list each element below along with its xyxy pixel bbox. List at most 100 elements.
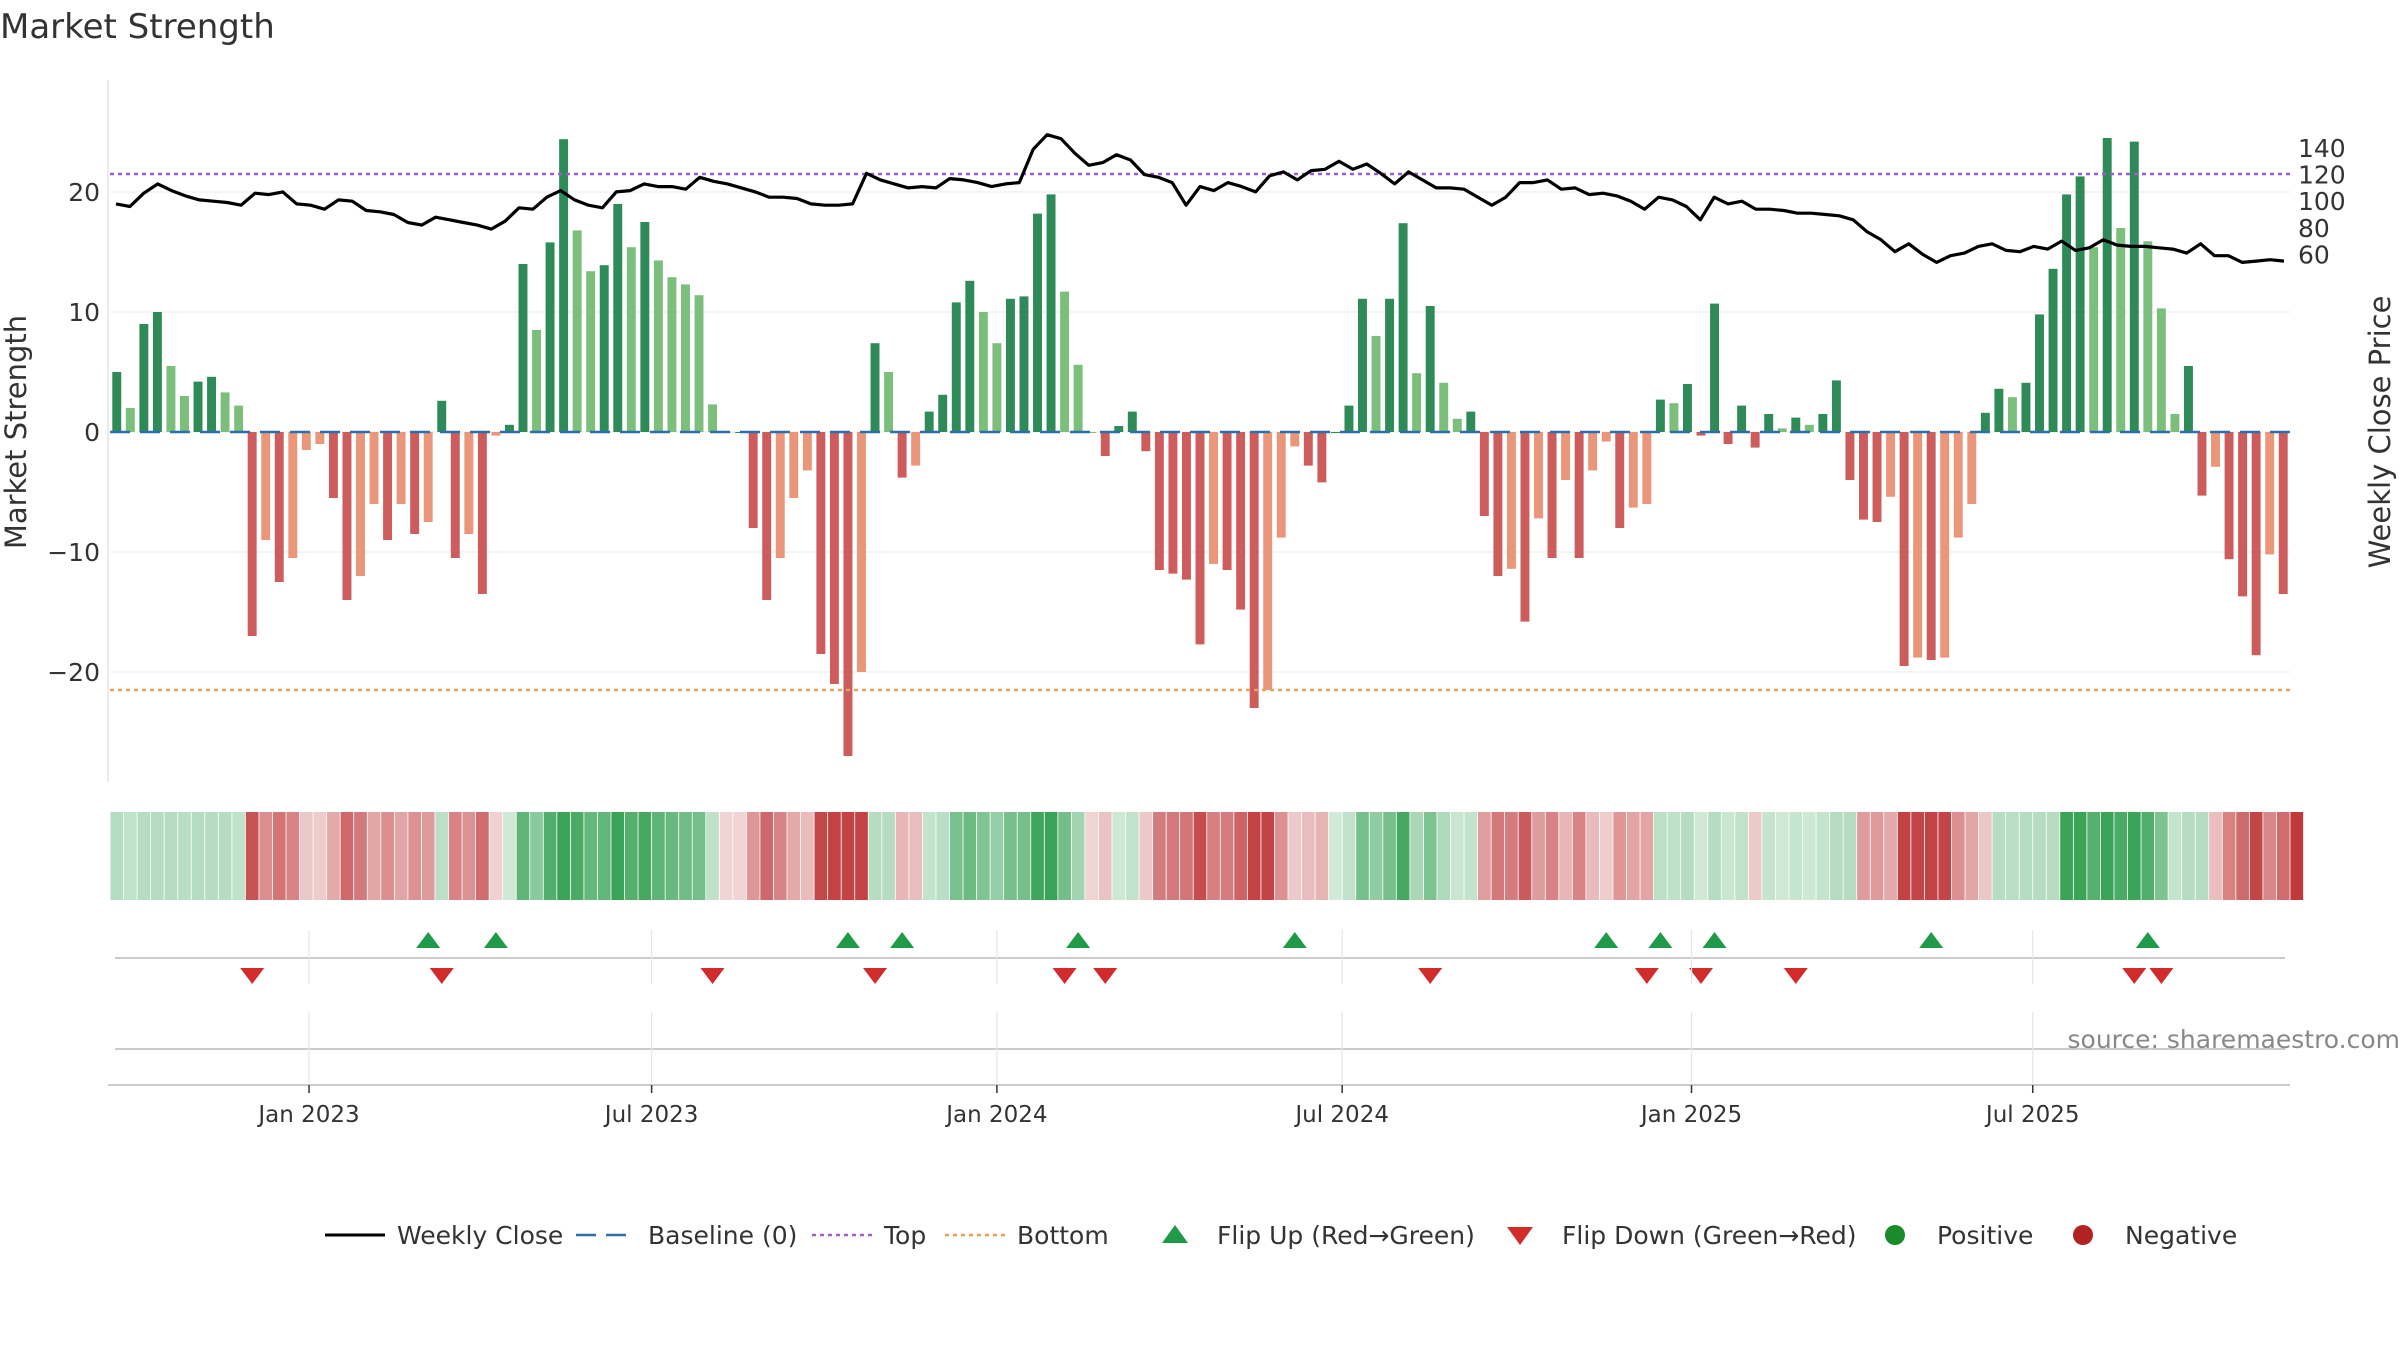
regime-band-cell xyxy=(1572,812,1586,900)
strength-bar xyxy=(1222,432,1232,570)
strength-bar xyxy=(748,432,758,528)
regime-band-cell xyxy=(1261,812,1275,900)
regime-band-cell xyxy=(1532,812,1545,900)
regime-band-cell xyxy=(462,812,476,900)
strength-bar xyxy=(708,404,718,432)
regime-band-cell xyxy=(259,812,273,900)
strength-bar xyxy=(667,277,677,432)
regime-band-cell xyxy=(543,812,557,900)
strength-bar xyxy=(586,271,596,432)
strength-bar xyxy=(1046,194,1056,432)
regime-band-cell xyxy=(855,812,868,900)
flip-up-marker xyxy=(483,932,508,948)
strength-bar xyxy=(978,312,988,432)
regime-band-cell xyxy=(2141,812,2155,900)
regime-band-cell xyxy=(1708,812,1721,900)
regime-band-cell xyxy=(1464,812,1478,900)
regime-band-cell xyxy=(1748,812,1762,900)
regime-band-cell xyxy=(1992,812,2006,900)
strength-bar xyxy=(383,432,393,540)
strength-bar xyxy=(1303,432,1313,466)
strength-bar xyxy=(1181,432,1191,580)
regime-band-cell xyxy=(1938,812,1952,900)
regime-band-cell xyxy=(1775,812,1789,900)
y-tick-label: 10 xyxy=(68,298,100,327)
strength-bar xyxy=(802,432,812,471)
regime-band-cell xyxy=(1383,812,1396,900)
regime-band-cell xyxy=(949,812,963,900)
regime-band-cell xyxy=(313,812,327,900)
strength-bar xyxy=(1967,432,1977,504)
x-tick-label: Jul 2024 xyxy=(1293,1102,1389,1128)
strength-bar xyxy=(1994,388,2004,432)
strength-bar xyxy=(1344,405,1354,432)
strength-bar xyxy=(356,432,365,576)
regime-band-cell xyxy=(1978,812,1992,900)
regime-band-cell xyxy=(787,812,801,900)
empty-panel xyxy=(108,1048,2290,1086)
regime-band-cell xyxy=(1071,812,1085,900)
regime-band-cell xyxy=(1545,812,1559,900)
regime-band-cell xyxy=(936,812,950,900)
strength-bar xyxy=(1655,399,1665,432)
legend-swatch-flip-down xyxy=(1507,1227,1533,1245)
strength-bar xyxy=(789,432,799,498)
strength-bar xyxy=(884,372,894,432)
regime-band-cell xyxy=(448,812,462,900)
strength-bar xyxy=(1886,432,1896,497)
flip-down-marker xyxy=(863,968,888,984)
strength-bar xyxy=(559,139,569,432)
strength-bar xyxy=(1710,303,1720,432)
strength-bar xyxy=(1005,298,1015,432)
strength-bar xyxy=(437,400,447,432)
strength-bar xyxy=(2075,176,2085,432)
regime-band-cell xyxy=(584,812,598,900)
regime-band-cell xyxy=(1843,812,1857,900)
strength-bar xyxy=(1087,432,1097,433)
y2-axis-label: Weekly Close Price xyxy=(2363,296,2397,569)
strength-bar xyxy=(1425,306,1435,432)
regime-band-cell xyxy=(2236,812,2249,900)
regime-band-cell xyxy=(164,812,178,900)
regime-band-cell xyxy=(1356,812,1369,900)
regime-band-cell xyxy=(706,812,719,900)
strength-bar xyxy=(599,265,609,432)
regime-band-cell xyxy=(1234,812,1247,900)
regime-band-cell xyxy=(1004,812,1017,900)
strength-bar xyxy=(1642,432,1652,504)
regime-band-cell xyxy=(327,812,340,900)
legend-label: Top xyxy=(883,1221,926,1250)
strength-bar xyxy=(288,432,298,558)
regime-band-cell xyxy=(990,812,1004,900)
legend-label: Baseline (0) xyxy=(648,1221,797,1250)
strength-bar xyxy=(1466,411,1476,432)
regime-band-cell xyxy=(2060,812,2073,900)
strength-bar xyxy=(1398,223,1408,432)
regime-band-cell xyxy=(1857,812,1870,900)
regime-band-cell xyxy=(1626,812,1640,900)
y2-tick-label: 140 xyxy=(2298,134,2346,163)
flip-up-marker xyxy=(416,932,441,948)
regime-band-cell xyxy=(408,812,422,900)
strength-bar xyxy=(1060,291,1070,432)
regime-band-cell xyxy=(1315,812,1329,900)
strength-bar xyxy=(1168,432,1178,574)
strength-bar xyxy=(1019,296,1029,432)
strength-bar xyxy=(477,432,487,594)
regime-band-cell xyxy=(394,812,408,900)
regime-band-cell xyxy=(2073,812,2087,900)
regime-band-cell xyxy=(1491,812,1505,900)
regime-band-cell xyxy=(530,812,543,900)
regime-band-cell xyxy=(570,812,584,900)
legend-swatch-flip-up xyxy=(1162,1225,1188,1243)
regime-band-cell xyxy=(1654,812,1667,900)
regime-band-cell xyxy=(367,812,381,900)
strength-bar xyxy=(1493,432,1503,576)
strength-bar xyxy=(2170,414,2180,432)
regime-band-cell xyxy=(679,812,692,900)
strength-bar xyxy=(1452,418,1462,432)
regime-band-cell xyxy=(205,812,218,900)
strength-bar xyxy=(220,392,230,432)
strength-bar xyxy=(464,432,474,534)
strength-bar xyxy=(532,330,541,432)
